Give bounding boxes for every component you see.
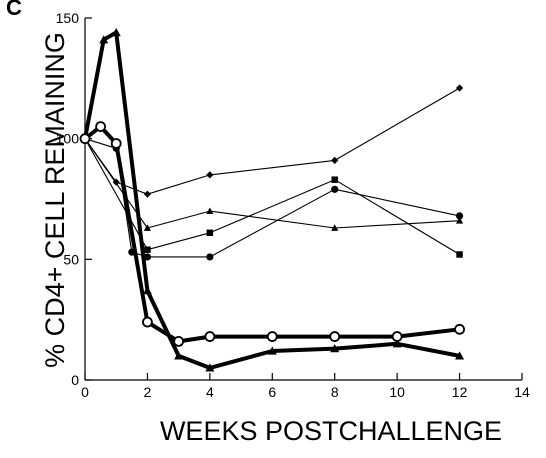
x-tick-label: 4 <box>206 384 214 400</box>
series-line-5 <box>83 30 462 370</box>
data-point-s4-6 <box>331 185 339 193</box>
data-point-s5-10 <box>455 351 465 360</box>
y-tick-label: 50 <box>63 251 79 267</box>
series-line-1 <box>84 87 461 195</box>
y-tick-label: 100 <box>56 131 80 147</box>
x-tick-label: 8 <box>331 384 339 400</box>
data-point-s5-4 <box>142 286 152 295</box>
data-point-s6-10 <box>454 323 465 335</box>
data-point-s1-4 <box>206 171 214 179</box>
x-axis-title: WEEKS POSTCHALLENGE <box>160 416 502 446</box>
panel-label: C <box>6 0 22 20</box>
data-point-s6-4 <box>142 316 153 328</box>
data-point-s1-3 <box>143 190 152 198</box>
data-point-s3-3 <box>206 229 214 237</box>
x-tick-label: 12 <box>452 384 468 400</box>
data-point-s4-7 <box>455 212 464 220</box>
data-point-s5-3 <box>111 27 121 37</box>
data-point-s5-8 <box>330 344 340 353</box>
series-line-2 <box>84 138 461 229</box>
y-tick-label: 150 <box>56 10 80 26</box>
x-tick-label: 14 <box>514 384 530 400</box>
data-point-s3-2 <box>144 246 151 253</box>
data-point-s6-1 <box>79 133 91 145</box>
data-point-s4-5 <box>206 253 214 261</box>
data-point-s1-6 <box>455 84 464 92</box>
x-tick-label: 6 <box>268 384 276 400</box>
data-point-s5-7 <box>267 346 277 355</box>
x-tick-label: 2 <box>144 384 152 400</box>
series-line-6 <box>83 124 462 344</box>
data-point-s6-3 <box>110 138 122 149</box>
data-point-s2-2 <box>143 224 152 231</box>
data-point-s6-6 <box>204 331 216 342</box>
plot-area: 0 50 100 150 0 2 4 6 8 10 12 14 <box>56 10 530 400</box>
data-point-s3-5 <box>456 251 463 258</box>
data-point-s1-5 <box>331 156 339 164</box>
data-point-s6-7 <box>266 331 278 342</box>
data-point-s5-6 <box>205 363 215 372</box>
data-point-s2-3 <box>206 207 214 214</box>
data-point-s2-5 <box>455 217 464 224</box>
data-point-s4-4 <box>143 253 152 261</box>
data-point-s5-5 <box>174 351 184 360</box>
y-tick-label: 0 <box>71 372 79 388</box>
x-tick-label: 10 <box>389 384 405 400</box>
data-point-s3-4 <box>331 176 338 183</box>
data-point-s6-8 <box>329 331 341 342</box>
y-axis-title: % CD4+ CELL REMAINING <box>40 32 70 368</box>
x-tick-label: 0 <box>81 384 89 400</box>
data-point-s5-2 <box>99 35 109 44</box>
data-point-s6-2 <box>95 121 107 132</box>
data-point-s6-5 <box>173 335 185 347</box>
data-point-s6-9 <box>391 331 403 342</box>
data-point-s5-9 <box>392 339 402 348</box>
data-point-s2-4 <box>331 224 339 231</box>
